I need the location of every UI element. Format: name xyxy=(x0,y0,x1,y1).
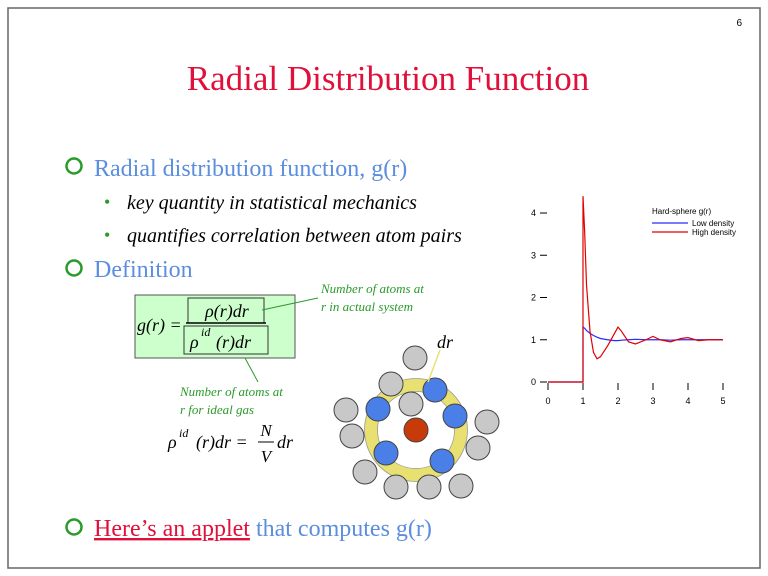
y-tick-label: 4 xyxy=(531,208,536,218)
annotation: Number of atoms at xyxy=(320,281,424,296)
equation-superscript: id xyxy=(201,325,211,339)
diagram-label: dr xyxy=(437,332,454,352)
bullet: Definition xyxy=(94,257,193,283)
gray-atom xyxy=(465,435,491,461)
annotation: r for ideal gas xyxy=(180,402,254,417)
slide-border xyxy=(7,7,761,569)
equation-superscript: id xyxy=(179,426,189,440)
y-tick-label: 1 xyxy=(531,335,536,345)
legend-title: Hard-sphere g(r) xyxy=(652,207,711,216)
gray-atom xyxy=(352,459,378,485)
equation-text: dr xyxy=(277,432,294,452)
slide-title: Radial Distribution Function xyxy=(187,59,589,98)
data-line xyxy=(548,325,723,383)
data-line xyxy=(548,196,723,383)
annotation-pointer xyxy=(244,357,259,383)
legend-label: Low density xyxy=(692,219,734,228)
y-tick-label: 3 xyxy=(531,250,536,260)
bullet-icon xyxy=(65,259,83,277)
blue-atom xyxy=(442,403,468,429)
sub-bullet: key quantity in statistical mechanics xyxy=(127,192,417,214)
slide-number: 6 xyxy=(736,18,742,29)
denominator-box xyxy=(183,325,269,355)
gray-atom xyxy=(398,391,424,417)
center-atom xyxy=(403,417,429,443)
equation-text: (r)dr = xyxy=(196,432,248,453)
x-tick-label: 0 xyxy=(545,396,550,406)
bullet: Here’s an applet that computes g(r) xyxy=(94,516,432,542)
label-pointer xyxy=(427,349,441,383)
gray-atom xyxy=(448,473,474,499)
bullet-text: that computes g(r) xyxy=(256,516,432,542)
bullet-icon xyxy=(65,518,83,536)
x-tick-label: 1 xyxy=(580,396,585,406)
gray-atom xyxy=(474,409,500,435)
equation-text: N xyxy=(259,421,273,440)
gray-atom xyxy=(339,423,365,449)
sub-bullet: quantifies correlation between atom pair… xyxy=(127,225,462,247)
equation-lhs: g(r) = xyxy=(137,315,182,336)
gray-atom xyxy=(383,474,409,500)
gray-atom xyxy=(402,345,428,371)
applet-link[interactable]: Here’s an applet xyxy=(94,516,250,542)
blue-atom xyxy=(373,440,399,466)
legend-label: High density xyxy=(692,228,736,237)
equation-denominator: (r)dr xyxy=(216,332,252,353)
blue-atom xyxy=(365,396,391,422)
blue-atom xyxy=(429,448,455,474)
atom-diagram xyxy=(333,345,500,500)
shell-edge xyxy=(364,378,468,482)
gray-atom xyxy=(333,397,359,423)
shell-ring xyxy=(364,378,468,482)
x-tick-label: 4 xyxy=(685,396,690,406)
annotation: Number of atoms at xyxy=(179,384,283,399)
chart: 0 1 2 3 4 0 1 2 3 4 5 Hard-sphere g(r) Low densityHi… xyxy=(531,196,736,406)
x-tick-label: 3 xyxy=(650,396,655,406)
gray-atom xyxy=(378,371,404,397)
gray-atom xyxy=(416,474,442,500)
x-tick-label: 2 xyxy=(615,396,620,406)
equation-symbol: ρ xyxy=(167,432,177,452)
equation-numerator: ρ(r)dr xyxy=(204,301,250,322)
bullet: Radial distribution function, g(r) xyxy=(94,156,407,182)
annotation-pointer xyxy=(261,297,319,311)
sub-bullet-icon: • xyxy=(104,225,110,245)
x-tick-label: 5 xyxy=(720,396,725,406)
blue-atom xyxy=(422,377,448,403)
shell-edge xyxy=(377,391,455,469)
y-tick-label: 0 xyxy=(531,377,536,387)
equation-text: V xyxy=(261,447,274,466)
bullet-icon xyxy=(65,157,83,175)
equation-symbol: ρ xyxy=(189,332,199,352)
annotation: r in actual system xyxy=(321,299,413,314)
sub-bullet-icon: • xyxy=(104,192,110,212)
y-tick-label: 2 xyxy=(531,293,536,303)
